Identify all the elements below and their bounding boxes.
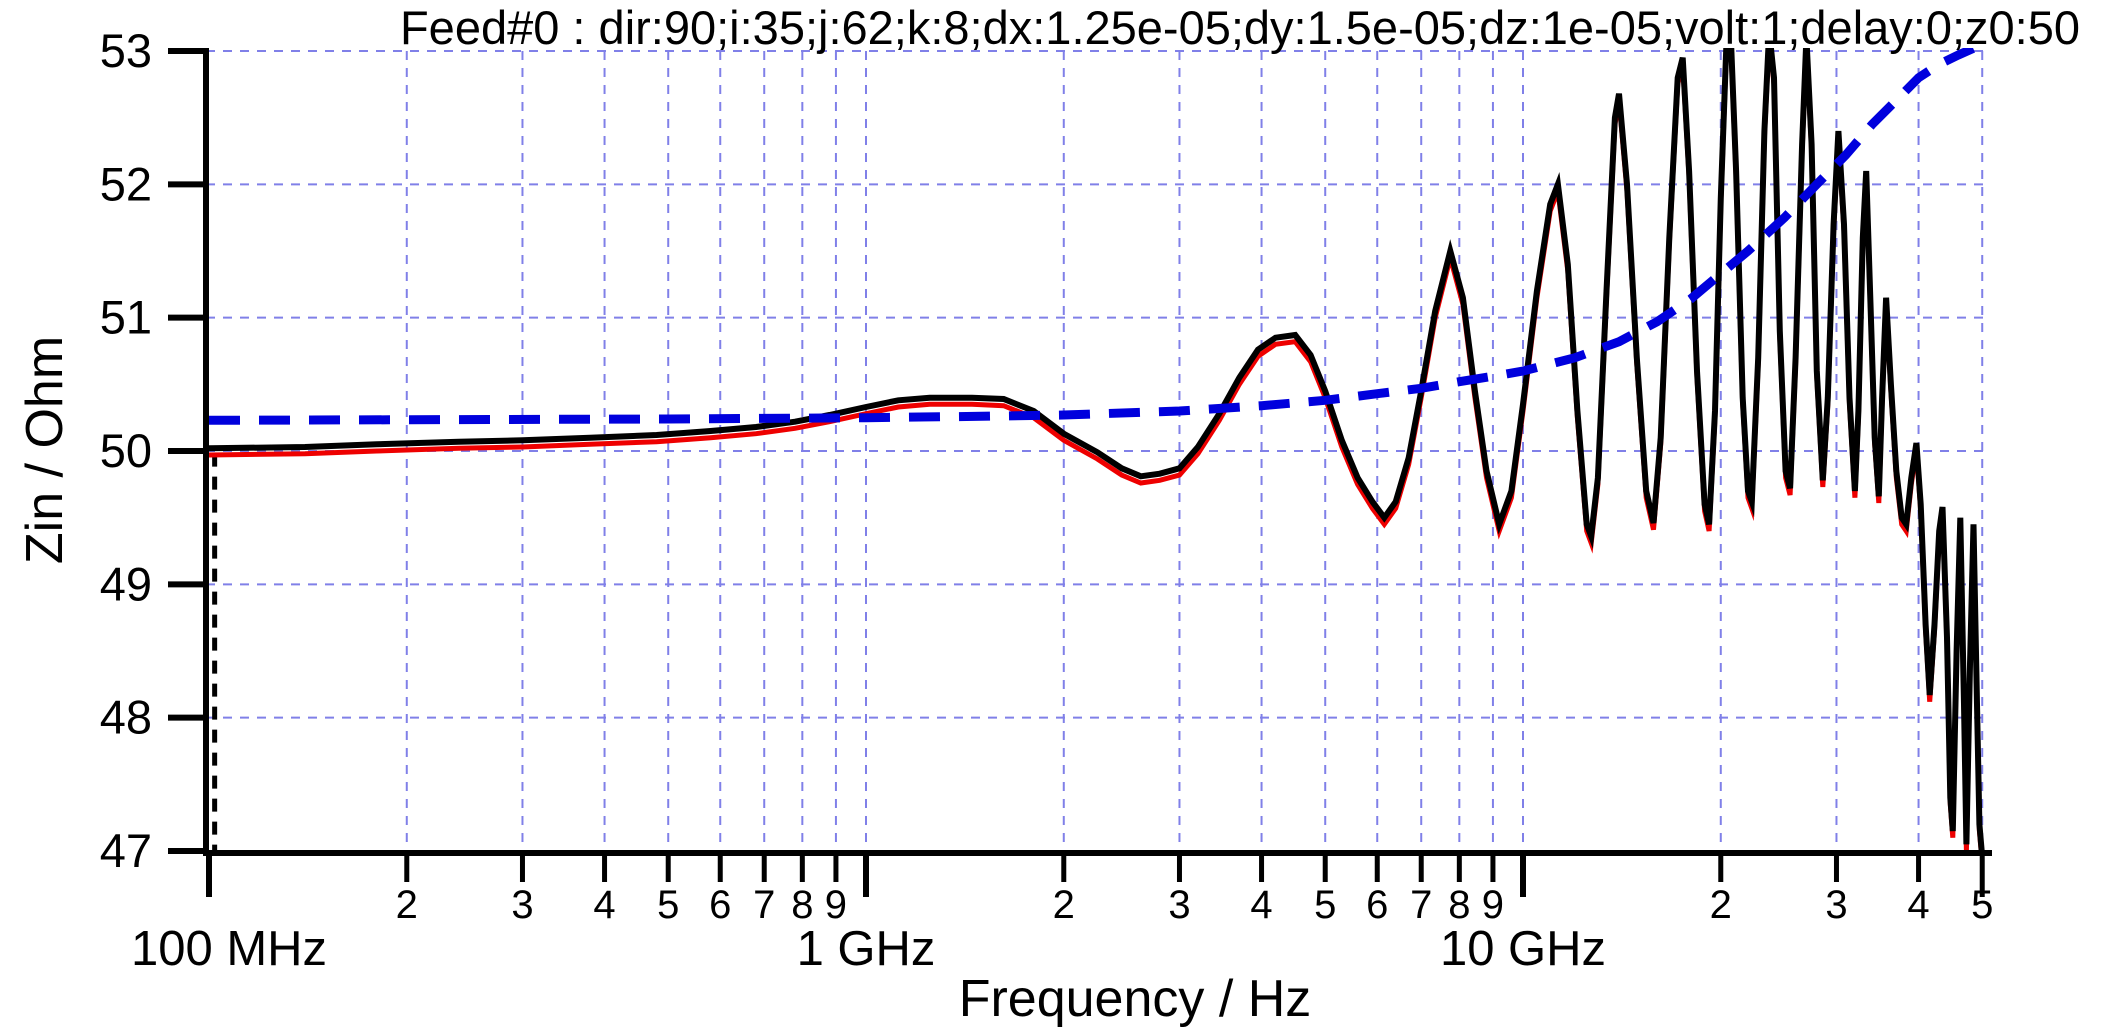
- y-tick-label: 49: [100, 557, 152, 610]
- y-tick-label: 47: [100, 824, 152, 877]
- x-minor-tick-label: 4: [593, 883, 615, 927]
- x-axis-label: Frequency / Hz: [959, 970, 1312, 1028]
- x-minor-tick-label: 8: [1448, 883, 1470, 927]
- x-major-tick-label: 1 GHz: [797, 922, 936, 976]
- curves: [208, 48, 1985, 854]
- x-minor-tick-label: 9: [825, 883, 847, 927]
- x-minor-tick-label: 4: [1250, 883, 1272, 927]
- x-minor-tick-label: 2: [1710, 883, 1732, 927]
- y-tick-label: 48: [100, 691, 152, 744]
- x-minor-tick-label: 2: [1053, 883, 1075, 927]
- x-minor-tick-label: 3: [1168, 883, 1190, 927]
- y-tick-label: 50: [100, 424, 152, 477]
- x-minor-tick-label: 5: [1971, 883, 1993, 927]
- y-axis-label: Zin / Ohm: [16, 336, 74, 564]
- x-minor-tick-label: 9: [1482, 883, 1504, 927]
- x-minor-tick-label: 4: [1907, 883, 1929, 927]
- x-minor-tick-label: 7: [753, 883, 775, 927]
- x-minor-tick-label: 5: [657, 883, 679, 927]
- x-minor-tick-label: 5: [1314, 883, 1336, 927]
- y-tick-label: 52: [100, 157, 152, 210]
- x-major-tick-label: 10 GHz: [1440, 922, 1606, 976]
- y-tick-label: 53: [100, 24, 152, 77]
- x-minor-tick-label: 3: [511, 883, 533, 927]
- x-minor-tick-label: 8: [791, 883, 813, 927]
- x-minor-tick-label: 6: [1366, 883, 1388, 927]
- x-minor-tick-label: 6: [709, 883, 731, 927]
- x-minor-tick-label: 7: [1410, 883, 1432, 927]
- curve-black: [208, 48, 1985, 852]
- axes: [168, 48, 1992, 897]
- chart-title: Feed#0 : dir:90;i:35;j:62;k:8;dx:1.25e-0…: [400, 1, 2080, 54]
- x-major-tick-label: 100 MHz: [131, 922, 327, 976]
- x-minor-tick-label: 2: [396, 883, 418, 927]
- curve-blue-dashed: [208, 48, 1985, 425]
- y-tick-label: 51: [100, 291, 152, 344]
- x-minor-tick-label: 3: [1825, 883, 1847, 927]
